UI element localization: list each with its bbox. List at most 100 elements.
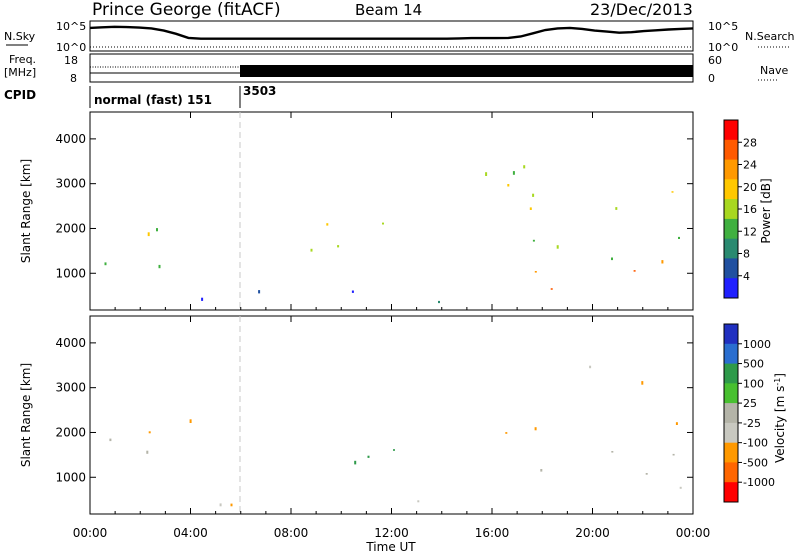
freq-nave-block	[240, 65, 693, 77]
freq-tick-bottom: 8	[70, 72, 77, 85]
heatmap-cell	[148, 431, 151, 434]
heatmap-cell	[505, 432, 508, 434]
heatmap-cell	[507, 184, 510, 187]
heatmap-cell	[529, 207, 532, 210]
heatmap-cell	[532, 239, 535, 242]
power-colorbar-swatch	[724, 139, 738, 161]
time-tick-label: 04:00	[173, 526, 208, 540]
heatmap-cell	[485, 172, 488, 176]
power-colorbar-tick: 28	[743, 136, 757, 149]
velocity-y-tick-label: 2000	[55, 425, 86, 439]
cpid-label: CPID	[4, 88, 36, 102]
heatmap-cell	[146, 450, 149, 454]
velocity-colorbar-swatch	[724, 363, 738, 384]
velocity-colorbar-tick: 500	[743, 358, 764, 371]
power-colorbar-tick: 12	[743, 225, 757, 238]
heatmap-cell	[393, 449, 395, 451]
velocity-colorbar-tick: -500	[743, 456, 768, 469]
heatmap-cell	[258, 290, 261, 294]
noise-right-tick-bottom: 10^0	[708, 41, 738, 54]
velocity-cells	[109, 365, 682, 507]
power-colorbar: 28 24 20 16 12 8 4	[723, 119, 757, 299]
velocity-colorbar-label: Velocity [m s-1]	[773, 373, 787, 463]
velocity-y-ticks: 1000 2000 3000 4000	[55, 336, 693, 484]
heatmap-cell	[219, 503, 222, 507]
heatmap-cell	[679, 486, 682, 489]
heatmap-cell	[109, 438, 112, 442]
heatmap-cell	[156, 228, 158, 232]
velocity-colorbar-tick: -25	[743, 417, 761, 430]
heatmap-cell	[534, 271, 537, 273]
power-colorbar-tick: 24	[743, 159, 757, 172]
time-tick-label: 12:00	[374, 526, 409, 540]
freq-tick-top: 18	[64, 54, 78, 67]
heatmap-cell	[104, 262, 107, 266]
time-tick-label: 00:00	[676, 526, 711, 540]
heatmap-cell	[189, 419, 192, 423]
velocity-colorbar-tick: 1000	[743, 338, 771, 351]
time-tick-label: 20:00	[575, 526, 610, 540]
heatmap-cell	[354, 460, 357, 465]
heatmap-cell	[671, 191, 674, 193]
velocity-colorbar-swatch	[724, 462, 738, 483]
heatmap-cell	[158, 264, 161, 269]
velocity-colorbar-tick: -1000	[743, 476, 775, 489]
heatmap-cell	[633, 270, 636, 272]
velocity-colorbar-tick: -100	[743, 437, 768, 450]
noise-right-tick-top: 10^5	[708, 20, 738, 33]
power-colorbar-tick: 4	[743, 270, 750, 283]
heatmap-cell	[661, 260, 664, 264]
heatmap-cell	[417, 500, 420, 503]
nave-tick-bottom: 0	[708, 72, 715, 85]
heatmap-cell	[675, 422, 678, 425]
heatmap-cell	[512, 171, 515, 175]
velocity-colorbar-swatch	[724, 422, 738, 444]
site-title: Prince George (fitACF)	[92, 0, 281, 20]
heatmap-cell	[532, 193, 535, 197]
power-colorbar-swatch	[724, 278, 738, 299]
velocity-colorbar-swatch	[724, 383, 738, 404]
date-label: 23/Dec/2013	[590, 0, 693, 19]
cpid-row: CPID normal (fast) 151 3503	[4, 84, 276, 108]
velocity-colorbar-swatch	[724, 482, 738, 503]
power-panel: 1000 2000 3000 4000 Slant Range [km] 28 24 20…	[19, 111, 773, 311]
velocity-colorbar-swatch	[724, 324, 738, 345]
power-colorbar-swatch	[724, 120, 738, 141]
noise-search-label: N.Search	[745, 30, 795, 43]
heatmap-cell	[351, 290, 354, 293]
freq-unit-label: [MHz]	[4, 66, 36, 79]
heatmap-cell	[438, 300, 440, 304]
heatmap-cell	[337, 245, 340, 248]
power-colorbar-tick: 16	[743, 203, 757, 216]
velocity-colorbar-swatch	[724, 403, 738, 424]
heatmap-cell	[534, 427, 537, 431]
velocity-y-tick-label: 4000	[55, 336, 86, 350]
power-y-tick-label: 2000	[55, 221, 86, 235]
velocity-colorbar-tick: 100	[743, 377, 764, 390]
cpid-mode-2: 3503	[243, 84, 276, 98]
heatmap-cell	[611, 451, 614, 453]
velocity-colorbar-swatch	[724, 343, 738, 365]
power-colorbar-swatch	[724, 179, 738, 200]
velocity-panel: 1000 2000 3000 4000 Slant Range [km] 1000 50…	[19, 315, 787, 515]
heatmap-cell	[147, 232, 150, 237]
velocity-y-label: Slant Range [km]	[19, 363, 33, 467]
nave-label: Nave	[760, 64, 788, 77]
heatmap-cell	[310, 248, 313, 252]
heatmap-cell	[589, 365, 592, 369]
power-colorbar-swatch	[724, 159, 738, 180]
heatmap-cell	[550, 288, 553, 290]
power-colorbar-swatch	[724, 238, 738, 259]
power-y-ticks: 1000 2000 3000 4000	[55, 132, 693, 280]
velocity-y-tick-label: 1000	[55, 470, 86, 484]
heatmap-cell	[230, 503, 233, 507]
time-axis: 00:00 04:00 08:00 12:00 16:00 20:00 00:00	[73, 112, 711, 540]
beam-label: Beam 14	[355, 1, 422, 19]
power-colorbar-tick: 8	[743, 248, 750, 261]
heatmap-cell	[540, 469, 543, 472]
time-tick-label: 08:00	[274, 526, 309, 540]
power-colorbar-swatch	[724, 199, 738, 220]
time-tick-label: 00:00	[73, 526, 108, 540]
noise-left-tick-bottom: 10^0	[56, 41, 86, 54]
velocity-colorbar: 1000 500 100 25 -25 -100 -500 -1000	[723, 323, 775, 503]
